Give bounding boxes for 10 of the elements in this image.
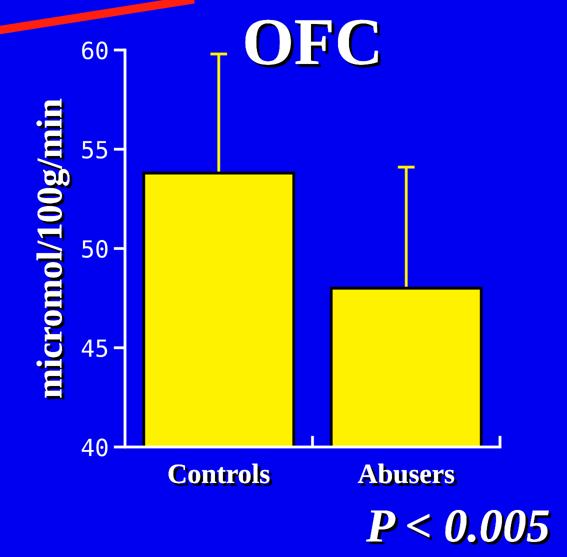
text: P < 0.005 [366,510,552,545]
x-tick-label: Controls [168,464,272,486]
y-tick-label: 45 [82,340,108,358]
y-tick-label: 40 [82,438,108,456]
y-tick-label: 55 [82,141,108,159]
y-tick-label: 50 [82,240,108,258]
y-tick-label: 60 [82,42,108,60]
x-tick-label: Abusers [358,464,457,486]
y-axis-title: micromol/100g/min [36,98,72,400]
chart-title: OFC [245,20,381,68]
